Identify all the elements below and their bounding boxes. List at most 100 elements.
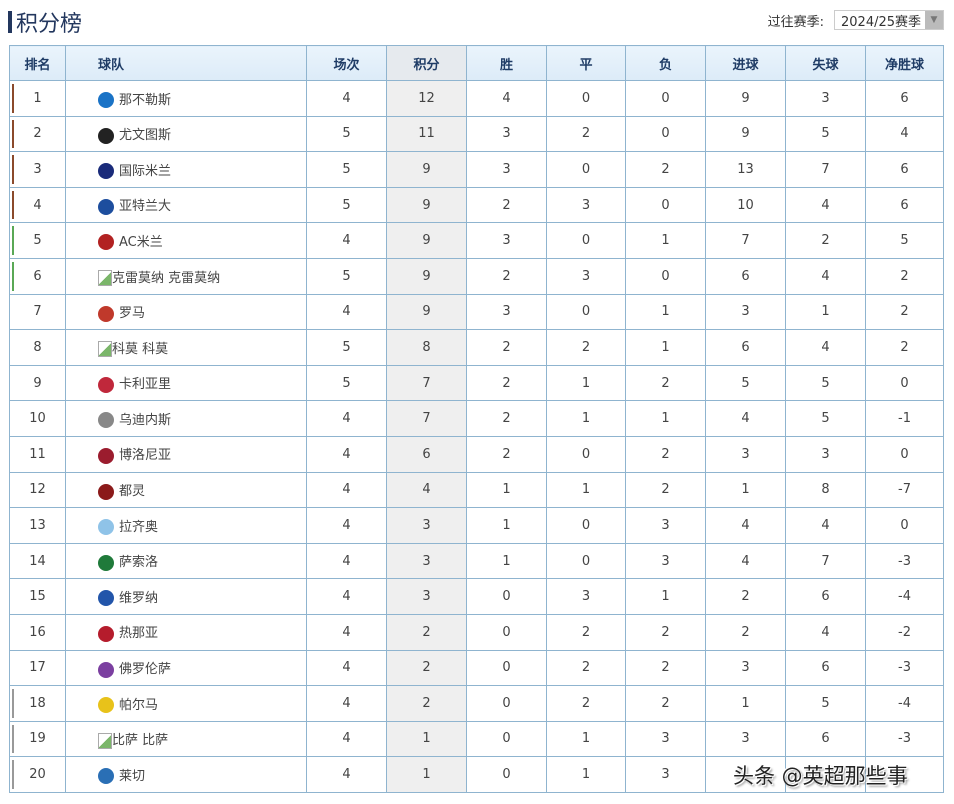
cell-team[interactable]: AC米兰: [65, 222, 307, 259]
cell-goals-for: 4: [705, 507, 786, 544]
cell-losses: 0: [625, 80, 706, 117]
cell-goals-for: 7: [705, 222, 786, 259]
cell-wins: 2: [466, 186, 547, 224]
cell-played: 4: [306, 293, 387, 331]
cell-team[interactable]: 博洛尼亚: [65, 435, 307, 473]
header-losses[interactable]: 负: [625, 45, 706, 81]
cell-rank: 11: [9, 435, 66, 473]
cell-wins: 3: [466, 115, 547, 153]
cell-losses: 0: [625, 257, 706, 295]
team-logo-icon: [98, 590, 114, 607]
cell-team[interactable]: 都灵: [65, 471, 307, 509]
team-name[interactable]: 佛罗伦萨: [119, 662, 172, 678]
season-select[interactable]: 2024/25赛季 ▼: [834, 10, 944, 30]
cell-played: 4: [306, 756, 387, 793]
cell-team[interactable]: 帕尔马: [65, 685, 307, 722]
cell-points: 12: [386, 80, 467, 117]
cell-goal-diff: -2: [865, 613, 944, 651]
team-name[interactable]: 莱切: [119, 768, 146, 784]
cell-team[interactable]: 亚特兰大: [65, 186, 307, 224]
cell-draws: 1: [546, 756, 626, 793]
zone-marker: [12, 84, 14, 113]
cell-losses: 0: [625, 186, 706, 224]
cell-team[interactable]: 科莫 科莫: [65, 329, 307, 366]
cell-draws: 2: [546, 329, 626, 366]
cell-goals-for: 3: [705, 435, 786, 473]
team-name[interactable]: 萨索洛: [119, 555, 159, 571]
team-name[interactable]: 比萨: [142, 733, 169, 749]
cell-wins: 1: [466, 542, 547, 580]
team-name[interactable]: 罗马: [119, 306, 146, 322]
header-points[interactable]: 积分: [386, 45, 467, 81]
team-name[interactable]: 维罗纳: [119, 590, 159, 606]
cell-goal-diff: 2: [865, 329, 944, 366]
cell-team[interactable]: 热那亚: [65, 613, 307, 651]
cell-team[interactable]: 克雷莫纳 克雷莫纳: [65, 257, 307, 295]
rank: 19: [29, 731, 46, 747]
cell-rank: 3: [9, 151, 66, 188]
cell-rank: 4: [9, 186, 66, 224]
team-name[interactable]: 博洛尼亚: [119, 448, 172, 464]
cell-goal-diff: -3: [865, 720, 944, 758]
rank: 7: [33, 304, 42, 320]
cell-team[interactable]: 乌迪内斯: [65, 400, 307, 437]
cell-goals-for: 3: [705, 649, 786, 687]
cell-played: 5: [306, 186, 387, 224]
header-goals-for[interactable]: 进球: [705, 45, 786, 81]
team-logo-alt: 科莫: [112, 341, 139, 357]
cell-draws: 1: [546, 400, 626, 437]
header-rank[interactable]: 排名: [9, 45, 66, 81]
team-name[interactable]: 尤文图斯: [119, 128, 172, 144]
team-name[interactable]: 科莫: [142, 341, 169, 357]
zone-marker: [12, 226, 14, 255]
cell-team[interactable]: 拉齐奥: [65, 507, 307, 544]
header-goals-against[interactable]: 失球: [785, 45, 866, 81]
cell-team[interactable]: 莱切: [65, 756, 307, 793]
cell-team[interactable]: 比萨 比萨: [65, 720, 307, 758]
cell-rank: 8: [9, 329, 66, 366]
cell-draws: 0: [546, 542, 626, 580]
cell-played: 4: [306, 720, 387, 758]
cell-points: 1: [386, 756, 467, 793]
team-name[interactable]: 都灵: [119, 484, 146, 500]
cell-team[interactable]: 罗马: [65, 293, 307, 331]
cell-goal-diff: 5: [865, 222, 944, 259]
team-name[interactable]: 亚特兰大: [119, 199, 172, 215]
cell-team[interactable]: 卡利亚里: [65, 364, 307, 402]
header-draws[interactable]: 平: [546, 45, 626, 81]
cell-team[interactable]: 那不勒斯: [65, 80, 307, 117]
cell-losses: 3: [625, 542, 706, 580]
team-logo-icon: [98, 697, 114, 714]
header-team[interactable]: 球队: [65, 45, 307, 81]
team-name[interactable]: 国际米兰: [119, 163, 172, 179]
team-logo-icon: [98, 625, 114, 642]
cell-points: 2: [386, 685, 467, 722]
team-name[interactable]: 帕尔马: [119, 697, 159, 713]
rank: 20: [29, 767, 46, 783]
team-logo-icon: [98, 768, 114, 785]
chevron-down-icon[interactable]: ▼: [925, 11, 943, 29]
cell-rank: 13: [9, 507, 66, 544]
cell-goal-diff: 6: [865, 80, 944, 117]
team-name[interactable]: 乌迪内斯: [119, 412, 172, 428]
cell-team[interactable]: 佛罗伦萨: [65, 649, 307, 687]
header-goal-diff[interactable]: 净胜球: [865, 45, 944, 81]
header-wins[interactable]: 胜: [466, 45, 547, 81]
header-played[interactable]: 场次: [306, 45, 387, 81]
table-row: 15 维罗纳 4 3 0 3 1 2 6 -4: [9, 578, 944, 615]
cell-team[interactable]: 维罗纳: [65, 578, 307, 615]
team-name[interactable]: AC米兰: [119, 234, 163, 250]
team-name[interactable]: 热那亚: [119, 626, 159, 642]
cell-team[interactable]: 尤文图斯: [65, 115, 307, 153]
team-name[interactable]: 那不勒斯: [119, 92, 172, 108]
cell-team[interactable]: 国际米兰: [65, 151, 307, 188]
cell-draws: 0: [546, 80, 626, 117]
table-row: 1 那不勒斯 4 12 4 0 0 9 3 6: [9, 80, 944, 117]
cell-team[interactable]: 萨索洛: [65, 542, 307, 580]
team-name[interactable]: 克雷莫纳: [168, 270, 221, 286]
team-name[interactable]: 拉齐奥: [119, 519, 159, 535]
cell-played: 4: [306, 685, 387, 722]
cell-played: 5: [306, 257, 387, 295]
cell-goals-for: 6: [705, 257, 786, 295]
team-name[interactable]: 卡利亚里: [119, 377, 172, 393]
